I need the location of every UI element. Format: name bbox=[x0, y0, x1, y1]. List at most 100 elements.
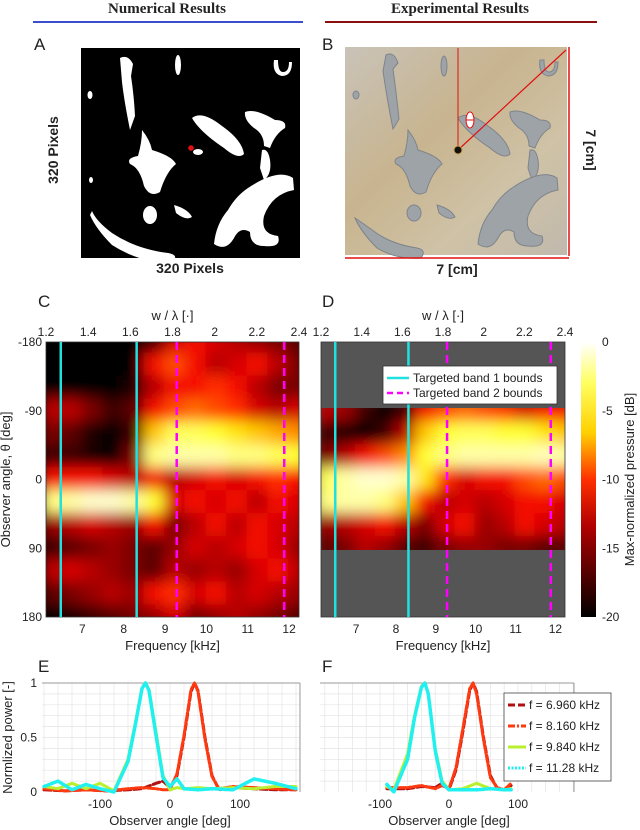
heatmap-cell bbox=[205, 467, 229, 492]
heatmap-cell bbox=[335, 444, 358, 470]
heatmap-cell bbox=[46, 398, 63, 424]
heatmap-cell bbox=[164, 558, 187, 584]
heatmap-cell bbox=[494, 467, 517, 492]
heatmap-cell bbox=[454, 421, 477, 447]
heatmap-cell bbox=[474, 512, 497, 538]
heatmap-cell bbox=[122, 535, 146, 561]
heatmap-cell bbox=[267, 581, 291, 607]
heatmap-cell bbox=[81, 398, 105, 424]
heatmap-cell bbox=[288, 489, 299, 515]
panel-label-f: F bbox=[322, 657, 332, 676]
heatmap-cell bbox=[184, 604, 208, 617]
top-tick-label: 1.8 bbox=[435, 325, 452, 339]
bottom-axis-label: Frequency [kHz] bbox=[125, 638, 220, 653]
bottom-tick-label: 11 bbox=[242, 622, 255, 636]
plot-frame bbox=[45, 341, 300, 618]
heatmap-cell bbox=[246, 489, 270, 515]
heatmap-cell bbox=[288, 604, 299, 617]
heatmap-cell bbox=[414, 489, 437, 515]
heatmap-cell bbox=[355, 489, 378, 515]
top-tick-label: 1.4 bbox=[353, 325, 370, 339]
heatmap-cell bbox=[81, 535, 105, 561]
heatmap-cell bbox=[46, 352, 63, 378]
heatmap-cell bbox=[335, 421, 358, 447]
heatmap-cell bbox=[102, 352, 125, 378]
heatmap-cell bbox=[288, 467, 299, 492]
heatmap-cell bbox=[46, 444, 63, 470]
b-height-label: 7 [cm] bbox=[583, 129, 599, 170]
heatmap-cell bbox=[454, 408, 477, 424]
legend-entry-label: f = 11.28 kHz bbox=[529, 761, 599, 775]
heatmap-cell bbox=[122, 375, 146, 401]
heatmap-cell bbox=[143, 375, 167, 401]
heatmap-cell bbox=[394, 535, 417, 550]
heatmap-cell bbox=[554, 421, 565, 447]
heatmap-cell bbox=[494, 512, 517, 538]
heatmap-cell bbox=[226, 489, 249, 515]
heatmap-cell bbox=[267, 489, 291, 515]
heatmap-cell bbox=[205, 581, 229, 607]
heatmap-cell bbox=[46, 489, 63, 515]
x-tick-label: 0 bbox=[446, 797, 453, 811]
heatmap-cell bbox=[143, 467, 167, 492]
heatmap-cell bbox=[494, 444, 517, 470]
heatmap-cell bbox=[122, 604, 146, 617]
heatmap-cell bbox=[394, 408, 417, 424]
heatmap-cell bbox=[143, 398, 167, 424]
panel-label-c: C bbox=[38, 292, 50, 311]
colorbar-tick-label: -20 bbox=[602, 610, 620, 624]
heatmap-cell bbox=[246, 581, 270, 607]
heatmap-cell bbox=[554, 535, 565, 550]
colorbar-tick-label: -10 bbox=[602, 473, 620, 487]
heatmap-cell bbox=[355, 512, 378, 538]
heatmap-cell bbox=[60, 467, 84, 492]
heatmap-cell bbox=[102, 444, 125, 470]
heatmap-cell bbox=[46, 467, 63, 492]
bottom-tick-label: 7 bbox=[79, 622, 86, 636]
heatmap-cell bbox=[226, 375, 249, 401]
x-tick-label: -100 bbox=[88, 797, 112, 811]
a-width-label: 320 Pixels bbox=[156, 260, 224, 276]
bottom-tick-label: 8 bbox=[393, 622, 400, 636]
heatmap-cell bbox=[102, 535, 125, 561]
bottom-tick-label: 12 bbox=[549, 622, 563, 636]
heatmap-cell bbox=[60, 489, 84, 515]
heatmap-cell bbox=[205, 398, 229, 424]
heatmap-cell bbox=[81, 558, 105, 584]
heatmap-cell bbox=[122, 512, 146, 538]
heatmap-cell bbox=[60, 352, 84, 378]
heatmap-cell bbox=[474, 421, 497, 447]
heatmap-cells bbox=[321, 408, 565, 550]
heatmap-cell bbox=[205, 535, 229, 561]
panel-label-d: D bbox=[322, 292, 334, 311]
panel-label-a: A bbox=[34, 35, 46, 54]
heatmap-cell bbox=[102, 467, 125, 492]
heatmap-cell bbox=[514, 512, 537, 538]
heatmap-cell bbox=[164, 352, 187, 378]
line-chart-f: -100 0 100 Observer angle [deg] f = 6.960 kH… bbox=[320, 681, 612, 828]
heatmap-cell bbox=[335, 467, 358, 492]
bottom-tick-label: 10 bbox=[200, 622, 214, 636]
y-axis-label: Normlized power [-] bbox=[0, 681, 15, 794]
y-axis-label: Observer angle, θ [deg] bbox=[0, 412, 13, 548]
heatmap-cell bbox=[164, 581, 187, 607]
x-tick-label: -100 bbox=[368, 797, 392, 811]
bottom-tick-label: 7 bbox=[353, 622, 360, 636]
heatmap-cell bbox=[102, 489, 125, 515]
heatmap-cell bbox=[288, 512, 299, 538]
heatmap-cell bbox=[267, 535, 291, 561]
top-axis-label: w / λ [·] bbox=[151, 308, 194, 323]
heatmap-cell bbox=[288, 581, 299, 607]
heatmap-cell bbox=[414, 535, 437, 550]
heatmap-cell bbox=[102, 512, 125, 538]
heatmap-cell bbox=[474, 408, 497, 424]
top-tick-label: 1.6 bbox=[394, 325, 411, 339]
source-point-marker bbox=[188, 145, 194, 151]
heatmap-cell bbox=[554, 489, 565, 515]
heatmap-cell bbox=[46, 604, 63, 617]
heatmap-cell bbox=[514, 535, 537, 550]
x-axis-label: Observer angle [deg] bbox=[388, 813, 509, 828]
heatmap-cell bbox=[267, 467, 291, 492]
heatmap-cell bbox=[375, 489, 397, 515]
